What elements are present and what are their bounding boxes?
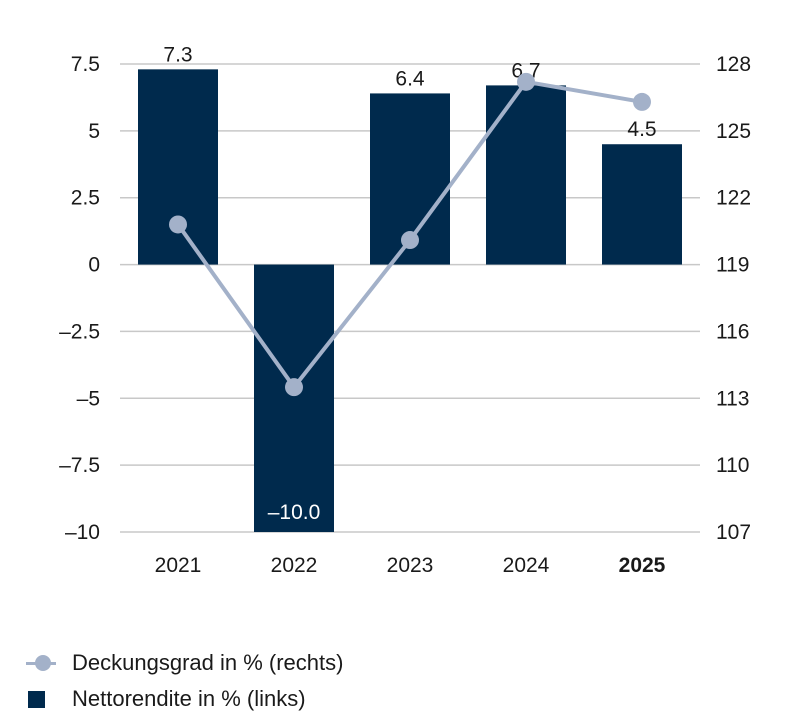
x-tick-label-2022: 2022 xyxy=(271,554,318,577)
y-left-tick-label: 7.5 xyxy=(71,53,100,76)
bar-2025 xyxy=(602,144,682,265)
y-right-tick-label: 125 xyxy=(716,120,751,143)
y-right-tick-label: 116 xyxy=(716,320,749,343)
y-left-tick-label: 5 xyxy=(88,120,100,143)
bar-value-label-2021: 7.3 xyxy=(163,43,192,66)
y-right-tick-label: 122 xyxy=(716,187,751,210)
deckungsgrad-point-2022 xyxy=(285,378,303,397)
x-tick-label-2024: 2024 xyxy=(503,554,550,577)
bar-value-label-2023: 6.4 xyxy=(395,67,425,90)
deckungsgrad-point-2021 xyxy=(169,215,187,234)
y-right-tick-label: 110 xyxy=(716,454,749,477)
y-left-tick-label: –5 xyxy=(77,387,100,410)
legend-line-marker-icon xyxy=(26,653,62,673)
legend-square-marker-icon xyxy=(26,689,62,709)
combo-chart: 7.5 5 2.5 0 –2.5 –5 –7.5 –10 128 125 122 119 116 113 1… xyxy=(59,43,751,577)
deckungsgrad-point-2025 xyxy=(633,92,651,111)
x-tick-label-2021: 2021 xyxy=(155,554,202,577)
legend-item-nettorendite: Nettorendite in % (links) xyxy=(26,686,306,712)
legend-label-nettorendite: Nettorendite in % (links) xyxy=(72,686,306,711)
y-left-tick-label: 0 xyxy=(88,254,100,277)
bar-value-label-2022: –10.0 xyxy=(268,501,321,524)
y-left-tick-label: –10 xyxy=(65,521,100,544)
deckungsgrad-point-2023 xyxy=(401,231,419,250)
legend-label-deckungsgrad: Deckungsgrad in % (rechts) xyxy=(72,650,344,675)
bar-2022 xyxy=(254,264,334,532)
bar-value-label-2025: 4.5 xyxy=(627,118,656,141)
x-tick-label-2023: 2023 xyxy=(387,554,434,577)
deckungsgrad-point-2024 xyxy=(517,72,535,91)
legend-item-deckungsgrad: Deckungsgrad in % (rechts) xyxy=(26,650,343,676)
bar-2024 xyxy=(486,85,566,265)
y-left-tick-label: –7.5 xyxy=(59,454,100,477)
y-left-tick-label: 2.5 xyxy=(71,187,100,210)
y-right-tick-label: 107 xyxy=(716,521,751,544)
y-right-tick-label: 119 xyxy=(716,254,749,277)
x-tick-label-2025: 2025 xyxy=(619,554,666,577)
y-right-tick-label: 128 xyxy=(716,53,751,76)
bar-2021 xyxy=(138,69,218,265)
y-left-tick-label: –2.5 xyxy=(59,320,100,343)
y-right-tick-label: 113 xyxy=(716,387,749,410)
